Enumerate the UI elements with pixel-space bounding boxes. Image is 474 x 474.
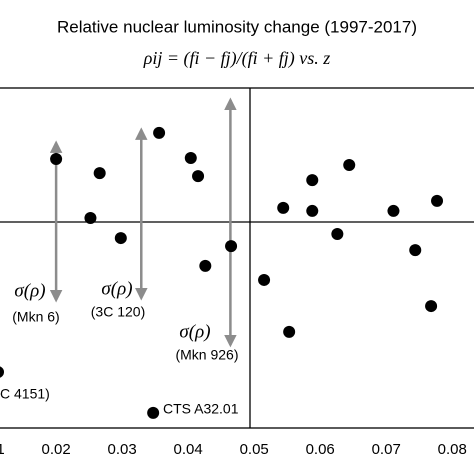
data-point xyxy=(153,126,166,139)
sigma-label: σ(ρ) xyxy=(179,321,210,342)
data-point xyxy=(343,159,356,172)
data-point xyxy=(93,167,106,180)
data-point xyxy=(331,228,344,241)
data-point xyxy=(225,240,238,253)
x-tick-label: 0.04 xyxy=(174,441,203,458)
arrow-label: (3C 120) xyxy=(91,304,145,320)
chart-title: Relative nuclear luminosity change (1997… xyxy=(57,17,417,36)
data-point xyxy=(199,259,212,272)
x-tick-label: 0.03 xyxy=(108,441,137,458)
data-point xyxy=(192,170,205,183)
point-annotation: C 4151) xyxy=(0,386,50,402)
data-point xyxy=(147,406,160,419)
data-point xyxy=(283,325,296,338)
x-tick-label: 0.07 xyxy=(372,441,401,458)
data-point xyxy=(277,201,290,214)
data-point xyxy=(258,273,271,286)
sigma-label: σ(ρ) xyxy=(14,280,45,301)
plot-frame xyxy=(0,87,474,429)
data-point xyxy=(84,211,97,224)
x-tick-label: 0.02 xyxy=(42,441,71,458)
data-point xyxy=(114,232,127,245)
data-point xyxy=(306,204,319,217)
x-tick-label: 0.08 xyxy=(438,441,467,458)
data-point xyxy=(425,300,438,313)
data-point xyxy=(306,174,319,187)
point-annotation: CTS A32.01 xyxy=(163,401,239,417)
data-point xyxy=(0,366,5,378)
arrow-label: (Mkn 926) xyxy=(175,347,238,363)
data-point xyxy=(409,244,422,257)
chart-subtitle: ρij = (fi − fj)/(fi + fj) vs. z xyxy=(143,48,331,69)
data-point xyxy=(431,194,444,207)
data-point xyxy=(184,152,197,165)
x-tick-label: 0.01 xyxy=(0,441,5,458)
data-point xyxy=(50,153,63,166)
x-tick-label: 0.06 xyxy=(306,441,335,458)
data-point xyxy=(387,204,400,217)
x-tick-label: 0.05 xyxy=(240,441,269,458)
arrow-label: (Mkn 6) xyxy=(12,309,59,325)
sigma-label: σ(ρ) xyxy=(101,278,132,299)
